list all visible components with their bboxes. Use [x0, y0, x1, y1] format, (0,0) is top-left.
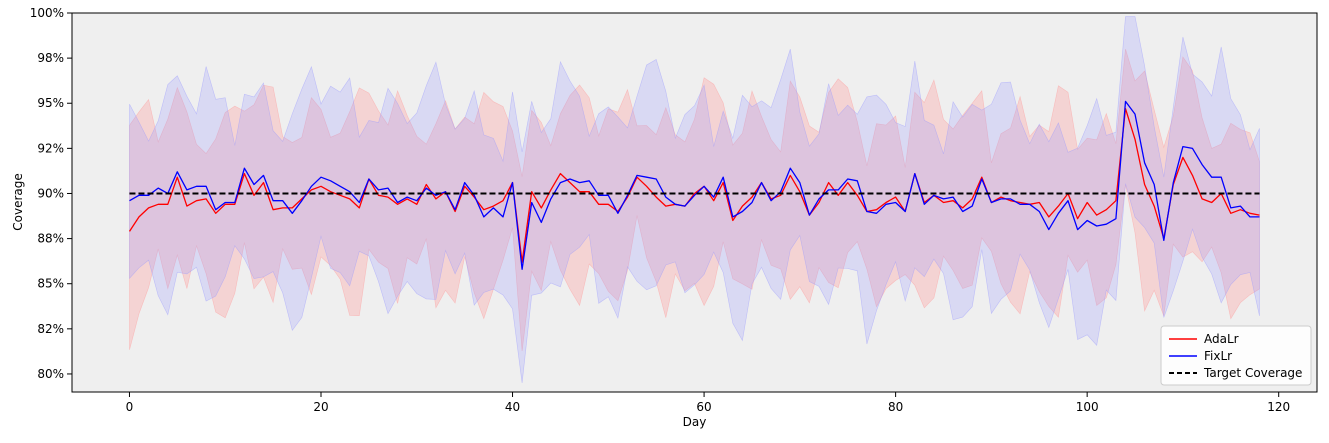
legend-item-target: Target Coverage: [1203, 366, 1302, 380]
fixlr-band: [129, 16, 1260, 384]
y-axis-ticks: 80% 82% 85% 88% 90% 92% 95% 98% 100%: [30, 6, 72, 381]
x-tick-label: 60: [696, 400, 711, 414]
x-tick-label: 40: [505, 400, 520, 414]
plot-frame: [71, 12, 1318, 393]
legend-box: [1160, 325, 1312, 386]
adalr-line: [128, 108, 1260, 263]
y-tick-label: 95%: [37, 96, 64, 110]
x-tick-label: 20: [313, 400, 328, 414]
legend-item-adalr: AdaLr: [1204, 332, 1239, 346]
x-tick-label: 0: [126, 400, 134, 414]
y-tick-label: 88%: [37, 232, 64, 246]
uncertainty-bands: [129, 16, 1260, 384]
y-tick-label: 85%: [37, 277, 64, 291]
y-axis-label: Coverage: [11, 173, 25, 231]
y-tick-label: 80%: [37, 367, 64, 381]
fixlr-line: [129, 100, 1260, 270]
x-tick-label: 120: [1267, 400, 1290, 414]
series-lines: [128, 100, 1260, 270]
x-axis-ticks: 0 20 40 60 80 100 120: [126, 392, 1290, 414]
legend: AdaLr FixLr Target Coverage: [1160, 325, 1312, 386]
x-tick-label: 80: [888, 400, 903, 414]
y-tick-label: 98%: [37, 51, 64, 65]
y-tick-label: 100%: [30, 6, 64, 20]
y-tick-label: 82%: [37, 322, 64, 336]
x-axis-label: Day: [683, 415, 707, 429]
plot-background: [72, 13, 1317, 392]
y-tick-label: 92%: [37, 141, 64, 155]
legend-item-fixlr: FixLr: [1204, 349, 1232, 363]
y-tick-label: 90%: [37, 186, 64, 200]
x-tick-label: 100: [1076, 400, 1099, 414]
